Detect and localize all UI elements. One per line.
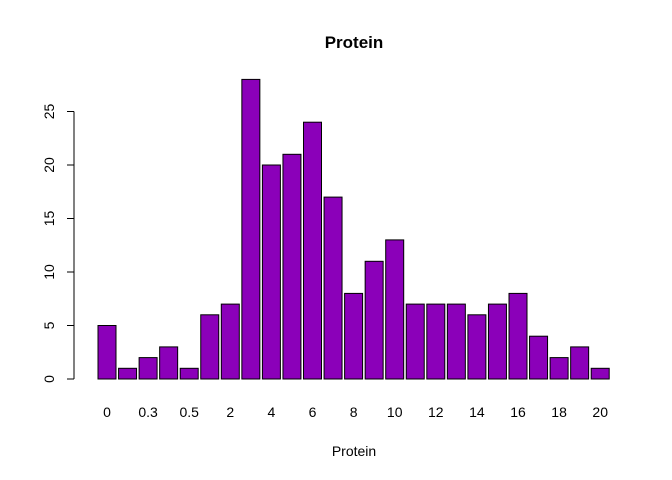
x-tick-label: 12 (428, 404, 444, 420)
y-tick-label: 20 (41, 157, 57, 173)
x-tick-label: 6 (309, 404, 317, 420)
bar (344, 292, 364, 380)
bar (549, 357, 569, 380)
bar (200, 314, 220, 380)
bar (529, 335, 549, 380)
bar (487, 303, 507, 380)
bar (118, 367, 138, 380)
bar (179, 367, 199, 380)
bar (323, 196, 343, 380)
bar (508, 292, 528, 380)
x-tick-label: 0.5 (179, 404, 199, 420)
y-tick-label: 0 (41, 375, 57, 383)
bar (303, 121, 322, 380)
y-tick-label: 10 (41, 264, 57, 280)
bar (405, 303, 425, 380)
x-tick-label: 0.3 (138, 404, 158, 420)
bar (282, 153, 302, 380)
bar (467, 314, 487, 380)
bar (590, 367, 610, 380)
x-tick-label: 10 (387, 404, 403, 420)
bar (426, 303, 446, 380)
bar (364, 260, 384, 380)
bar (241, 78, 261, 380)
x-tick-label: 18 (551, 404, 567, 420)
x-tick-label: 16 (510, 404, 526, 420)
bar (570, 346, 590, 380)
y-tick-label: 15 (41, 211, 57, 227)
y-tick-label: 5 (41, 321, 57, 329)
x-tick-labels: 0 0.3 0.5 2 4 6 8 10 12 14 16 18 20 (103, 404, 608, 420)
bars-group (97, 78, 610, 380)
x-tick-label: 4 (268, 404, 276, 420)
y-axis: 0 5 10 15 20 25 (41, 104, 75, 383)
bar (97, 325, 117, 380)
x-tick-label: 8 (350, 404, 358, 420)
x-tick-label: 14 (469, 404, 485, 420)
bar (159, 346, 179, 380)
chart-title: Protein (325, 33, 384, 52)
bar (261, 164, 281, 380)
x-axis-label: Protein (332, 443, 376, 459)
x-tick-label: 2 (226, 404, 234, 420)
bar (220, 303, 240, 380)
bar (138, 357, 158, 380)
x-tick-label: 0 (103, 404, 111, 420)
x-tick-label: 20 (592, 404, 608, 420)
y-tick-label: 25 (41, 104, 57, 120)
bar (446, 303, 466, 380)
bar (385, 239, 405, 380)
